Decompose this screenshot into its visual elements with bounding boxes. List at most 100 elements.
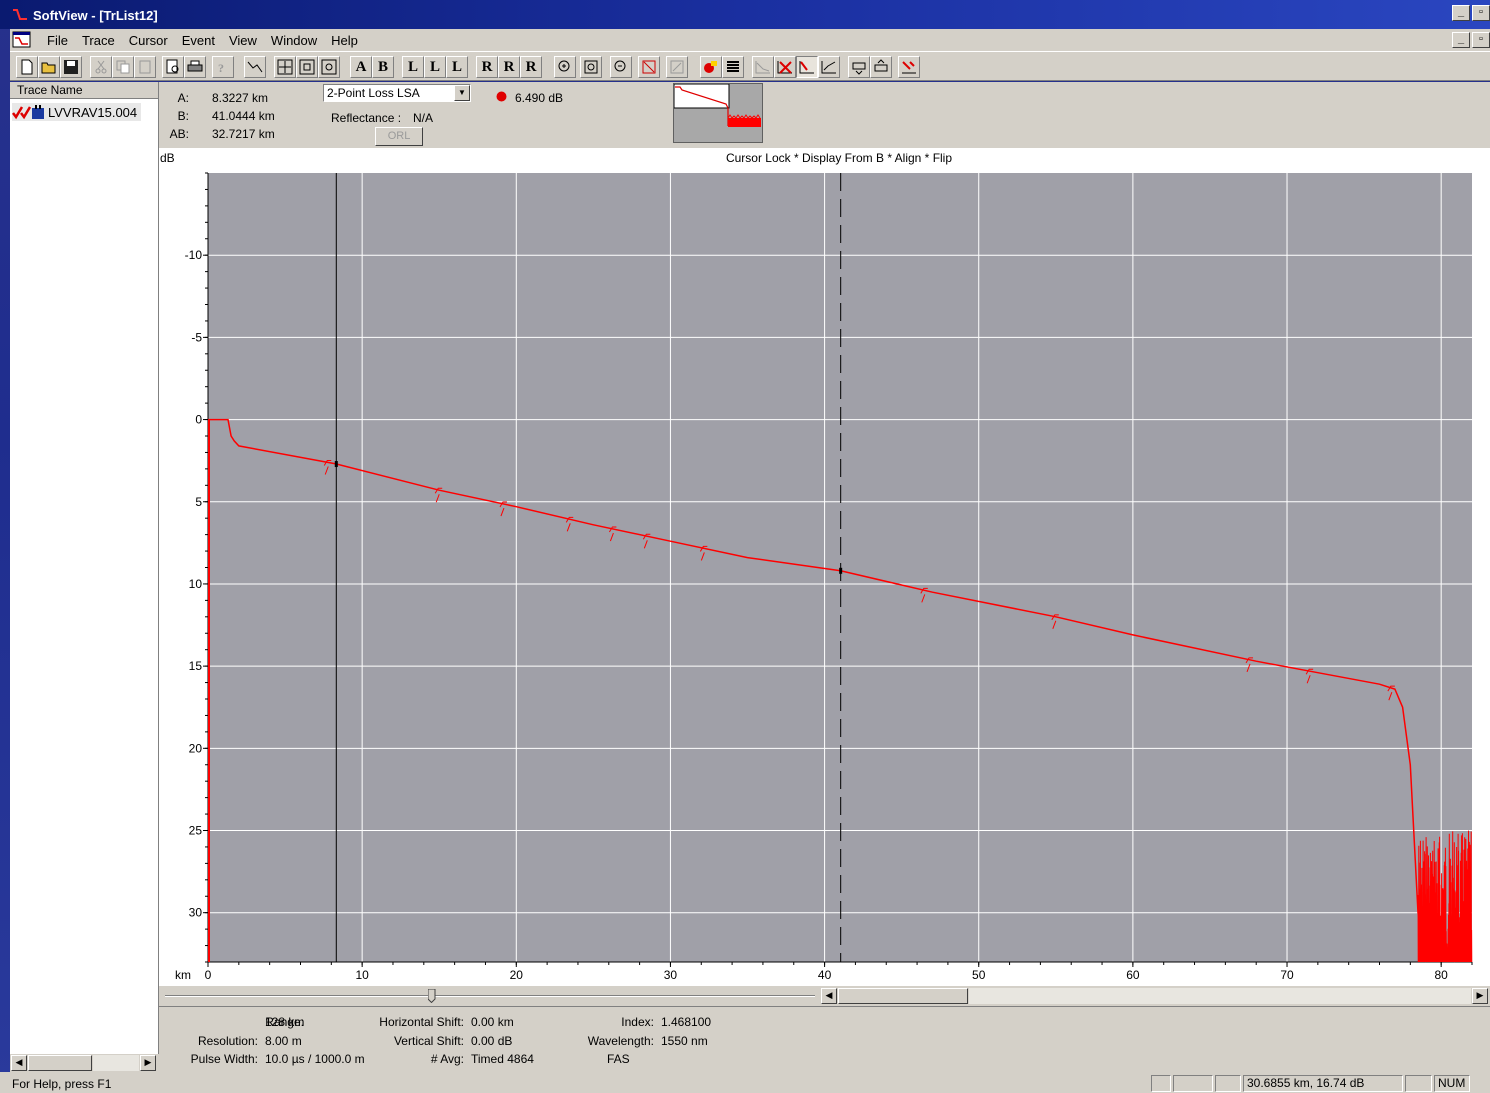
vertical-shift-label: Vertical Shift: bbox=[393, 1034, 464, 1048]
print-icon[interactable] bbox=[184, 56, 206, 78]
loss-method-value: 2-Point Loss LSA bbox=[327, 86, 420, 100]
restore-button[interactable]: ▫ bbox=[1472, 5, 1490, 21]
new-file-icon[interactable] bbox=[16, 56, 38, 78]
event-marker bbox=[1051, 614, 1059, 629]
averages-value: Timed 4864 bbox=[471, 1052, 534, 1066]
x-tick-label: 70 bbox=[1280, 968, 1294, 982]
zoom-fit-icon[interactable] bbox=[274, 56, 296, 78]
zoom-out-icon[interactable] bbox=[610, 56, 632, 78]
cursor-a-label: A: bbox=[177, 91, 189, 105]
y-tick-label: 0 bbox=[195, 413, 202, 427]
cursor-b-marker bbox=[839, 567, 843, 574]
copy-icon[interactable] bbox=[112, 56, 134, 78]
cursor-a-button[interactable]: A bbox=[350, 56, 372, 78]
zoom-in-icon[interactable] bbox=[554, 56, 576, 78]
event-marker bbox=[920, 587, 928, 603]
menu-event[interactable]: Event bbox=[181, 32, 215, 48]
trace-mode-1-icon[interactable] bbox=[752, 56, 774, 78]
zoom-slider-track[interactable] bbox=[165, 995, 815, 997]
y-tick-label: -10 bbox=[185, 248, 203, 262]
status-bar: For Help, press F1 30.6855 km, 16.74 dB … bbox=[0, 1072, 1490, 1093]
menu-window[interactable]: Window bbox=[270, 32, 318, 48]
event-table-icon[interactable] bbox=[700, 56, 722, 78]
left-marker-3-button[interactable]: L bbox=[446, 56, 468, 78]
menu-view[interactable]: View bbox=[228, 32, 257, 48]
menu-help[interactable]: Help bbox=[331, 32, 358, 48]
trace-chart-svg[interactable]: dB Cursor Lock * Display From B * Align *… bbox=[159, 148, 1490, 986]
status-coordinates: 30.6855 km, 16.74 dB bbox=[1243, 1075, 1403, 1092]
y-tick-label: 30 bbox=[189, 906, 203, 920]
trace-list-item[interactable]: LVVRAV15.004 bbox=[12, 103, 142, 121]
trace-mode-3-icon[interactable] bbox=[796, 56, 818, 78]
chevron-down-icon[interactable]: ▼ bbox=[454, 85, 470, 101]
menu-trace[interactable]: Trace bbox=[81, 32, 115, 48]
event-marker bbox=[499, 501, 507, 517]
trace-overview-thumbnail[interactable] bbox=[673, 83, 763, 143]
cursor-ab-value: 32.7217 km bbox=[212, 127, 275, 141]
plot-scroll-track[interactable] bbox=[969, 988, 1471, 1004]
scroll-right-arrow-icon[interactable]: ▶ bbox=[140, 1055, 156, 1071]
trace-mode-4-icon[interactable] bbox=[818, 56, 840, 78]
open-folder-icon[interactable] bbox=[38, 56, 60, 78]
status-pane-1 bbox=[1151, 1075, 1171, 1092]
fiber-tool-icon[interactable] bbox=[898, 56, 920, 78]
mdi-minimize-button[interactable]: _ bbox=[1452, 32, 1470, 48]
left-marker-1-button[interactable]: L bbox=[402, 56, 424, 78]
x-tick-label: 20 bbox=[510, 968, 524, 982]
plot-scroll-right-arrow-icon[interactable]: ▶ bbox=[1472, 988, 1488, 1004]
range-value: 128 km bbox=[265, 1015, 305, 1029]
zoom-box-icon[interactable] bbox=[580, 56, 602, 78]
event-marker bbox=[434, 487, 443, 503]
zoom-out-area-icon[interactable] bbox=[318, 56, 340, 78]
x-tick-label: 60 bbox=[1126, 968, 1140, 982]
cursor-info-panel: A: 8.3227 km B: 41.0444 km AB: 32.7217 k… bbox=[159, 82, 1490, 148]
menu-file[interactable]: File bbox=[47, 32, 68, 48]
cursor-a-value: 8.3227 km bbox=[212, 91, 269, 105]
zoom-slider-thumb[interactable] bbox=[427, 988, 436, 1004]
scroll-thumb[interactable] bbox=[28, 1055, 92, 1071]
otdr-trace-plot[interactable]: dB Cursor Lock * Display From B * Align *… bbox=[159, 148, 1490, 986]
menu-cursor[interactable]: Cursor bbox=[128, 32, 168, 48]
menu-bar: File Trace Cursor Event View Window Help… bbox=[10, 29, 1490, 51]
status-num-indicator: NUM bbox=[1434, 1075, 1470, 1092]
pulse-width-value: 10.0 µs / 1000.0 m bbox=[265, 1052, 365, 1066]
paste-icon[interactable] bbox=[134, 56, 156, 78]
loss-method-select[interactable]: 2-Point Loss LSA ▼ bbox=[323, 84, 471, 102]
window-title: SoftView - [TrList12] bbox=[33, 8, 158, 23]
status-pane-3 bbox=[1215, 1075, 1241, 1092]
cursor-b-value: 41.0444 km bbox=[212, 109, 275, 123]
trace-list-scrollbar[interactable]: ◀ ▶ bbox=[10, 1054, 159, 1072]
trace-compare-icon[interactable] bbox=[244, 56, 266, 78]
scroll-left-arrow-icon[interactable]: ◀ bbox=[11, 1055, 27, 1071]
zoom-slider-row: ◀ ▶ bbox=[159, 986, 1490, 1006]
minimize-button[interactable]: _ bbox=[1452, 5, 1470, 21]
left-marker-2-button[interactable]: L bbox=[424, 56, 446, 78]
right-marker-2-button[interactable]: R bbox=[498, 56, 520, 78]
list-view-icon[interactable] bbox=[722, 56, 744, 78]
title-bar: SoftView - [TrList12] _ ▫ bbox=[0, 0, 1490, 29]
event-marker bbox=[565, 516, 574, 532]
save-icon[interactable] bbox=[60, 56, 82, 78]
zoom-reset-icon[interactable] bbox=[638, 56, 660, 78]
zoom-in-area-icon[interactable] bbox=[296, 56, 318, 78]
mdi-restore-button[interactable]: ▫ bbox=[1472, 32, 1490, 48]
resolution-label: Resolution: bbox=[197, 1034, 258, 1048]
export-icon[interactable] bbox=[848, 56, 870, 78]
right-marker-3-button[interactable]: R bbox=[520, 56, 542, 78]
orl-button[interactable]: ORL bbox=[375, 127, 423, 146]
cut-icon[interactable] bbox=[90, 56, 112, 78]
index-value: 1.468100 bbox=[661, 1015, 712, 1029]
plot-scroll-left-arrow-icon[interactable]: ◀ bbox=[821, 988, 837, 1004]
x-tick-label: 0 bbox=[205, 968, 212, 982]
print-preview-icon[interactable] bbox=[162, 56, 184, 78]
index-label: Index: bbox=[621, 1015, 654, 1029]
trace-list-header[interactable]: Trace Name bbox=[10, 82, 158, 99]
zoom-previous-icon[interactable] bbox=[666, 56, 688, 78]
import-icon[interactable] bbox=[870, 56, 892, 78]
cursor-b-button[interactable]: B bbox=[372, 56, 394, 78]
trace-mode-2-icon[interactable] bbox=[774, 56, 796, 78]
right-marker-1-button[interactable]: R bbox=[476, 56, 498, 78]
context-help-icon[interactable]: ? bbox=[212, 56, 234, 78]
plot-scroll-thumb[interactable] bbox=[838, 988, 968, 1004]
document-icon[interactable] bbox=[12, 31, 32, 49]
